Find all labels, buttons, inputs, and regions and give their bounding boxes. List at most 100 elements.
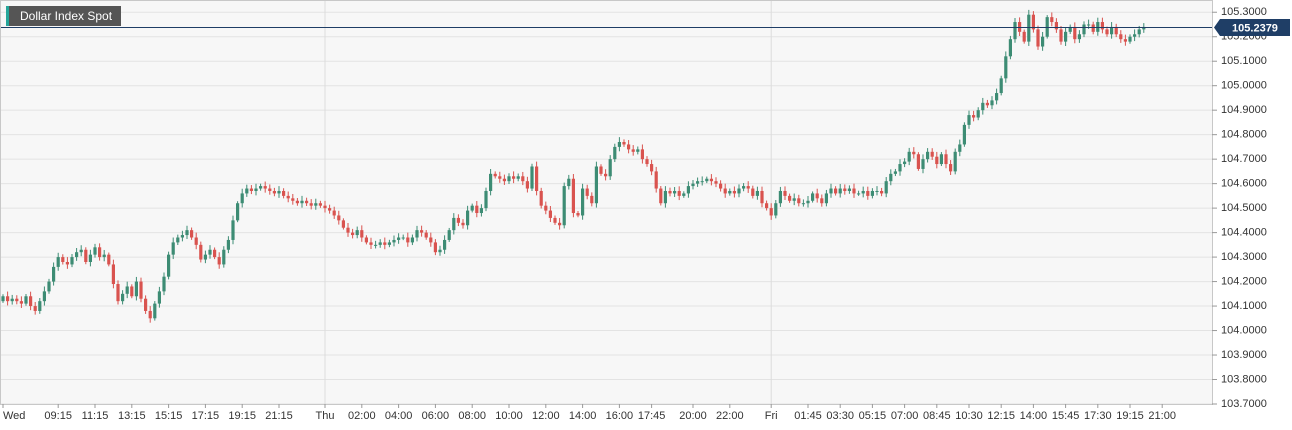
candle [24, 293, 28, 306]
candle [277, 186, 281, 198]
candle [452, 213, 456, 235]
candle [608, 155, 612, 180]
candle [33, 301, 37, 315]
candle [1022, 29, 1026, 44]
candle [880, 187, 884, 197]
x-tick-label: 14:00 [569, 410, 597, 422]
candle [102, 249, 106, 262]
candle [1114, 23, 1118, 38]
candle [429, 232, 433, 247]
x-tick-label: 15:45 [1052, 410, 1080, 422]
x-tick-label: 19:15 [228, 410, 256, 422]
x-tick-label: 03:30 [826, 410, 854, 422]
x-tick-label: 17:45 [638, 410, 666, 422]
candle [134, 276, 138, 301]
candle [245, 184, 249, 197]
candle [162, 272, 166, 296]
candle [180, 230, 184, 242]
candle [1123, 34, 1127, 46]
candle [493, 171, 497, 179]
x-tick-label: Wed [3, 410, 25, 422]
candle [852, 183, 856, 198]
candle [56, 252, 60, 271]
candle [470, 203, 474, 213]
candle [714, 177, 718, 188]
candle [484, 187, 488, 212]
x-tick-label: 15:15 [155, 410, 183, 422]
candle [921, 154, 925, 174]
candle [530, 163, 534, 191]
x-tick-label: 20:00 [679, 410, 707, 422]
candle [967, 110, 971, 129]
candle [121, 290, 125, 305]
candle [185, 225, 189, 240]
candle [10, 294, 14, 305]
y-tick-label: 104.8000 [1221, 129, 1267, 141]
candle [466, 205, 470, 230]
candle [438, 245, 442, 256]
candle [433, 239, 437, 256]
candle [544, 201, 548, 215]
candle [332, 206, 336, 219]
candle [479, 204, 483, 217]
candle [1050, 12, 1054, 27]
candle [916, 152, 920, 171]
candle [898, 159, 902, 176]
candle [636, 146, 640, 155]
y-tick-label: 103.9000 [1221, 349, 1267, 361]
y-tick-label: 105.0000 [1221, 80, 1267, 92]
candle [323, 200, 327, 213]
x-tick-label: 14:00 [1020, 410, 1048, 422]
candle [1082, 21, 1086, 38]
x-tick-label: 07:00 [891, 410, 919, 422]
candle [318, 200, 322, 208]
last-price-label: 105.2379 [1232, 22, 1278, 34]
candle [360, 225, 364, 242]
candle [61, 254, 65, 265]
y-tick-label: 104.3000 [1221, 251, 1267, 263]
candle [558, 217, 562, 230]
x-tick-label: 10:30 [955, 410, 983, 422]
candle [29, 291, 33, 311]
y-tick-label: 104.9000 [1221, 104, 1267, 116]
candle [843, 184, 847, 195]
candle [765, 200, 769, 211]
candle [949, 160, 953, 175]
candle [249, 185, 253, 195]
candle [240, 188, 244, 208]
candle [682, 191, 686, 198]
candle [75, 248, 79, 261]
candle [19, 296, 23, 308]
candle [415, 225, 419, 242]
candle [424, 230, 428, 240]
candle [659, 186, 663, 206]
x-tick-label: 02:00 [348, 410, 376, 422]
candle [962, 122, 966, 147]
last-price-badge: 105.2379 [1214, 18, 1290, 36]
candle [870, 188, 874, 199]
candle [792, 193, 796, 206]
candle [824, 189, 828, 207]
candle [815, 188, 819, 203]
candle [525, 176, 529, 193]
candle [1059, 25, 1063, 45]
candle [838, 183, 842, 198]
y-tick-label: 103.7000 [1221, 398, 1267, 410]
candle [378, 239, 382, 248]
candle [654, 166, 658, 193]
candle [884, 177, 888, 198]
x-tick-label: 12:15 [987, 410, 1015, 422]
candle [309, 199, 313, 210]
candle [387, 239, 391, 248]
candle [631, 145, 635, 156]
candle [521, 171, 525, 186]
candle [148, 306, 152, 323]
x-tick-label: 13:15 [118, 410, 146, 422]
x-tick-label: 01:45 [794, 410, 822, 422]
candle [539, 187, 543, 209]
y-tick-label: 104.2000 [1221, 275, 1267, 287]
x-tick-label: 19:15 [1116, 410, 1144, 422]
candle [447, 227, 451, 242]
